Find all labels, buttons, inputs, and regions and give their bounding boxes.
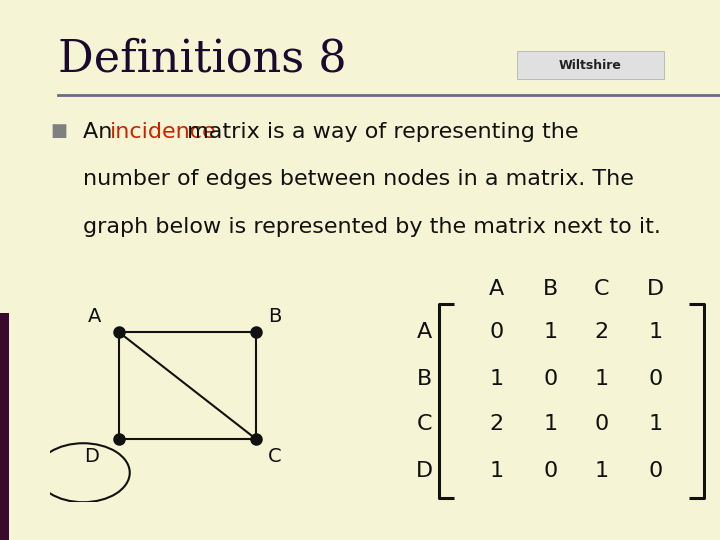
Text: 2: 2 xyxy=(490,414,504,434)
Text: D: D xyxy=(647,279,664,300)
Bar xyxy=(0,313,9,540)
Text: 0: 0 xyxy=(490,322,504,342)
Text: incidence: incidence xyxy=(110,122,217,141)
Text: 1: 1 xyxy=(544,322,558,342)
Text: 1: 1 xyxy=(594,369,608,389)
Text: 0: 0 xyxy=(544,461,558,481)
Text: Definitions 8: Definitions 8 xyxy=(58,38,346,81)
Text: C: C xyxy=(268,447,282,467)
FancyBboxPatch shape xyxy=(517,51,664,79)
Text: C: C xyxy=(593,279,609,300)
Text: D: D xyxy=(416,461,433,481)
Text: Wiltshire: Wiltshire xyxy=(559,59,622,72)
Text: D: D xyxy=(84,447,99,467)
Text: matrix is a way of representing the: matrix is a way of representing the xyxy=(180,122,578,141)
Text: 1: 1 xyxy=(490,461,504,481)
Text: 1: 1 xyxy=(594,461,608,481)
Text: 0: 0 xyxy=(648,461,662,481)
Text: 1: 1 xyxy=(648,322,662,342)
Text: 2: 2 xyxy=(594,322,608,342)
Text: B: B xyxy=(417,369,433,389)
Text: A: A xyxy=(88,307,101,326)
Text: 1: 1 xyxy=(490,369,504,389)
Text: C: C xyxy=(417,414,433,434)
Text: A: A xyxy=(417,322,433,342)
Text: B: B xyxy=(268,307,282,326)
Text: number of edges between nodes in a matrix. The: number of edges between nodes in a matri… xyxy=(83,169,634,189)
Text: graph below is represented by the matrix next to it.: graph below is represented by the matrix… xyxy=(83,217,661,237)
Text: ■: ■ xyxy=(50,122,68,139)
Text: 0: 0 xyxy=(544,369,558,389)
Text: 0: 0 xyxy=(648,369,662,389)
Text: 1: 1 xyxy=(544,414,558,434)
Text: 0: 0 xyxy=(594,414,608,434)
Text: 1: 1 xyxy=(648,414,662,434)
Text: A: A xyxy=(489,279,505,300)
Text: An: An xyxy=(83,122,120,141)
Text: B: B xyxy=(543,279,559,300)
